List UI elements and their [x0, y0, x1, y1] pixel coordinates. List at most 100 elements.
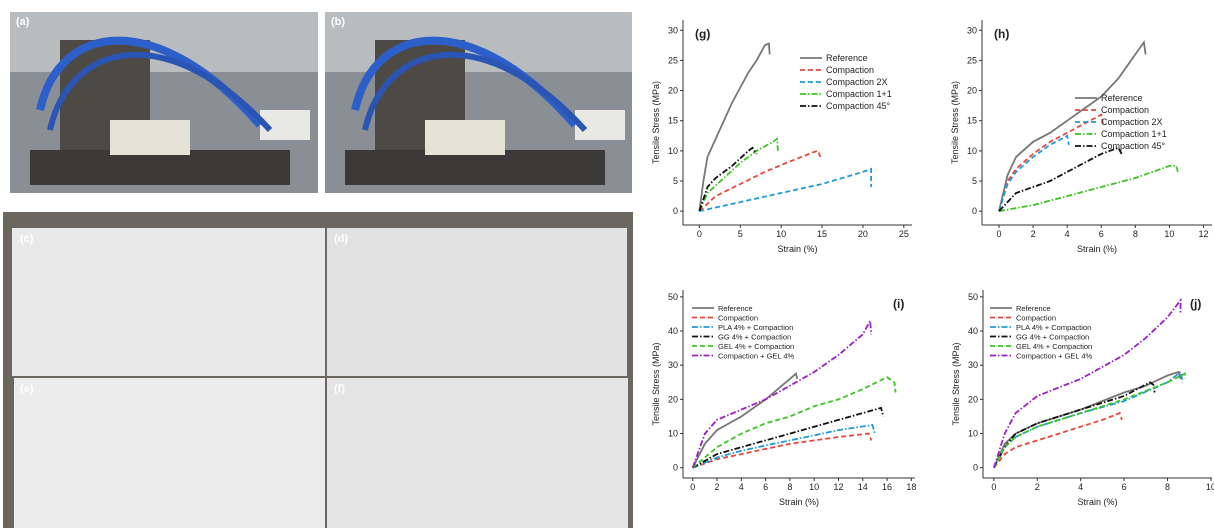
- line-series: [998, 113, 1104, 212]
- photo-label: (a): [16, 16, 30, 28]
- x-tick-label: 0: [991, 482, 996, 492]
- y-tick-label: 30: [668, 25, 678, 35]
- y-tick-label: 0: [673, 463, 678, 473]
- y-axis-label: Tensile Stress (MPa): [651, 342, 661, 425]
- line-series: [699, 167, 872, 212]
- panel-label: (j): [1190, 297, 1201, 311]
- legend-label: Compaction: [1101, 105, 1149, 115]
- legend-label: PLA 4% + Compaction: [1016, 323, 1091, 332]
- photo-label: (f): [334, 383, 345, 395]
- photo-grid: [3, 212, 633, 528]
- legend-label: Compaction: [826, 65, 874, 75]
- x-tick-label: 4: [739, 482, 744, 492]
- y-tick-label: 20: [668, 86, 678, 96]
- x-tick-label: 25: [899, 229, 909, 239]
- y-tick-label: 20: [968, 394, 978, 404]
- x-tick-label: 8: [787, 482, 792, 492]
- y-axis-label: Tensile Stress (MPa): [950, 81, 960, 164]
- y-tick-label: 40: [968, 326, 978, 336]
- legend-label: Compaction: [718, 314, 758, 323]
- legend-label: Compaction + GEL 4%: [1016, 352, 1093, 361]
- panel-label: (g): [695, 27, 710, 41]
- y-tick-label: 15: [967, 116, 977, 126]
- x-tick-label: 5: [738, 229, 743, 239]
- line-series: [691, 317, 873, 469]
- x-tick-label: 18: [906, 482, 916, 492]
- legend-label: GEL 4% + Compaction: [1016, 342, 1092, 351]
- y-tick-label: 0: [972, 206, 977, 216]
- legend-label: Compaction: [1016, 314, 1056, 323]
- photo-a: [10, 12, 318, 193]
- y-axis-label: Tensile Stress (MPa): [651, 81, 661, 164]
- line-series: [698, 137, 779, 212]
- legend-label: Compaction 45°: [1101, 141, 1166, 151]
- photo-label: (b): [331, 16, 345, 28]
- legend-label: Compaction 1+1: [1101, 129, 1167, 139]
- y-tick-label: 5: [673, 176, 678, 186]
- y-tick-label: 10: [968, 429, 978, 439]
- x-axis-label: Strain (%): [1077, 497, 1117, 507]
- line-series: [692, 432, 873, 469]
- x-tick-label: 10: [776, 229, 786, 239]
- y-tick-label: 10: [668, 146, 678, 156]
- x-tick-label: 4: [1065, 229, 1070, 239]
- y-tick-label: 20: [668, 394, 678, 404]
- x-tick-label: 10: [809, 482, 819, 492]
- x-tick-label: 12: [1198, 229, 1208, 239]
- legend-label: GG 4% + Compaction: [1016, 333, 1089, 342]
- legend-label: PLA 4% + Compaction: [718, 323, 793, 332]
- x-axis-label: Strain (%): [779, 497, 819, 507]
- legend-label: Reference: [826, 53, 868, 63]
- x-tick-label: 10: [1164, 229, 1174, 239]
- line-series: [698, 149, 822, 212]
- line-series: [692, 423, 876, 469]
- line-series: [692, 406, 885, 469]
- x-tick-label: 14: [858, 482, 868, 492]
- line-series: [691, 372, 799, 469]
- y-tick-label: 25: [967, 55, 977, 65]
- line-series: [993, 370, 1182, 469]
- x-tick-label: 2: [1031, 229, 1036, 239]
- line-series: [998, 146, 1123, 212]
- y-tick-label: 40: [668, 326, 678, 336]
- x-tick-label: 20: [858, 229, 868, 239]
- x-tick-label: 2: [1035, 482, 1040, 492]
- x-tick-label: 15: [817, 229, 827, 239]
- legend-label: Compaction 1+1: [826, 89, 892, 99]
- x-tick-label: 4: [1078, 482, 1083, 492]
- y-tick-label: 0: [673, 206, 678, 216]
- legend-label: Compaction + GEL 4%: [718, 352, 795, 361]
- legend-label: Reference: [1101, 93, 1143, 103]
- x-tick-label: 10: [1206, 482, 1214, 492]
- x-tick-label: 6: [763, 482, 768, 492]
- x-tick-label: 8: [1133, 229, 1138, 239]
- line-series: [998, 165, 1179, 212]
- y-tick-label: 50: [668, 292, 678, 302]
- photo-b: [325, 12, 632, 193]
- legend-label: Reference: [1016, 304, 1051, 313]
- x-tick-label: 0: [690, 482, 695, 492]
- legend-label: GEL 4% + Compaction: [718, 342, 794, 351]
- x-tick-label: 16: [882, 482, 892, 492]
- x-tick-label: 0: [997, 229, 1002, 239]
- x-tick-label: 12: [833, 482, 843, 492]
- y-axis-label: Tensile Stress (MPa): [951, 342, 961, 425]
- y-tick-label: 10: [967, 146, 977, 156]
- y-tick-label: 5: [972, 176, 977, 186]
- legend-label: Compaction 2X: [826, 77, 888, 87]
- y-tick-label: 25: [668, 55, 678, 65]
- line-series: [698, 42, 771, 212]
- y-tick-label: 30: [668, 360, 678, 370]
- x-tick-label: 0: [697, 229, 702, 239]
- line-series: [692, 376, 897, 469]
- y-tick-label: 15: [668, 116, 678, 126]
- y-tick-label: 50: [968, 292, 978, 302]
- x-tick-label: 6: [1099, 229, 1104, 239]
- legend-label: GG 4% + Compaction: [718, 333, 791, 342]
- line-series: [998, 134, 1070, 212]
- panel-label: (h): [994, 27, 1009, 41]
- photo-label: (d): [334, 233, 348, 245]
- x-tick-label: 2: [715, 482, 720, 492]
